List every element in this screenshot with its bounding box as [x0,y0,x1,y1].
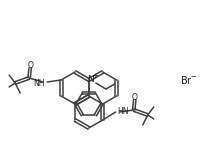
Text: +: + [92,73,98,79]
Text: O: O [27,60,33,69]
Text: HN: HN [118,106,129,116]
Text: O: O [132,93,138,102]
Text: NH: NH [34,78,45,87]
Text: Br$^{-}$: Br$^{-}$ [180,74,198,86]
Text: N: N [87,75,94,84]
